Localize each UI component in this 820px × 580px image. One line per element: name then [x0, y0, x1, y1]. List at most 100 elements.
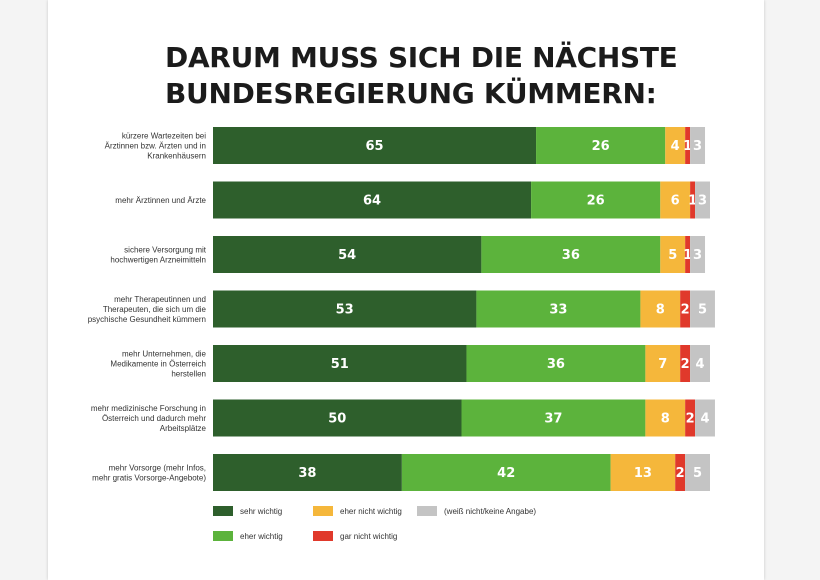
bar-segment	[466, 345, 646, 382]
bar-value-label: 13	[634, 466, 652, 481]
legend-label: eher nicht wichtig	[340, 507, 402, 516]
bar-segment	[536, 127, 666, 164]
bar-segment	[213, 290, 477, 328]
category-label: kürzere Wartezeiten bei Ärztinnen bzw. Är…	[105, 132, 207, 161]
category-label: mehr Therapeutinnen und Therapeuten, die …	[88, 295, 207, 324]
bar-segment	[213, 345, 467, 382]
bar-segment	[213, 127, 537, 164]
bar-segment	[690, 181, 696, 219]
category-label-line: Ärztinnen bzw. Ärzten und in	[105, 142, 206, 151]
bar-value-label: 36	[547, 357, 565, 372]
category-label-line: Therapeuten, die sich um die	[103, 305, 207, 314]
bar-segment	[640, 290, 681, 328]
bar-value-label: 4	[671, 139, 680, 154]
bar-segment	[685, 236, 691, 273]
legend-label: gar nicht wichtig	[340, 532, 397, 541]
bar-value-label: 53	[336, 303, 354, 318]
bar-row: 51 36 7 2 4	[213, 345, 710, 382]
bar-row: 38 42 13 2 5	[213, 454, 710, 491]
category-label-line: mehr medizinische Forschung in	[91, 404, 206, 413]
bar-row: 53 33 8 2 5	[213, 290, 715, 328]
bar-value-label: 37	[544, 412, 562, 427]
bar-value-label: 6	[671, 194, 680, 209]
bar-value-label: 2	[676, 466, 685, 481]
bar-segment	[645, 399, 686, 437]
bar-value-label: 54	[338, 248, 356, 263]
legend-swatch	[213, 506, 233, 516]
bar-value-label: 5	[693, 466, 702, 481]
category-label: mehr medizinische Forschung in Österreich…	[91, 404, 207, 433]
bar-value-label: 5	[668, 248, 677, 263]
bar-value-label: 4	[701, 412, 710, 427]
bar-value-label: 2	[686, 412, 695, 427]
category-label-line: Krankenhäusern	[147, 152, 206, 161]
bar-value-label: 38	[298, 466, 316, 481]
bar-segment	[401, 454, 611, 491]
bar-segment	[690, 236, 706, 273]
bar-segment	[213, 454, 402, 491]
bar-value-label: 64	[363, 194, 381, 209]
legend-item: (weiß nicht/keine Angabe)	[417, 506, 536, 516]
bar-value-label: 2	[681, 303, 690, 318]
bar-value-label: 3	[693, 139, 702, 154]
category-label: mehr Ärztinnen und Ärzte	[115, 196, 206, 205]
legend-swatch	[313, 531, 333, 541]
bar-row: 50 37 8 2 4	[213, 399, 715, 437]
category-label-line: psychische Gesundheit kümmern	[88, 315, 206, 324]
bar-segment	[675, 454, 686, 491]
bar-value-label: 65	[365, 139, 383, 154]
category-label: mehr Unternehmen, die Medikamente in Öste…	[110, 350, 206, 379]
chart-title-line-1: DARUM MUSS SICH DIE NÄCHSTE	[165, 41, 678, 74]
bar-segment	[685, 127, 691, 164]
bar-segment	[481, 236, 661, 273]
bar-value-label: 1	[683, 139, 692, 154]
bar-segment	[610, 454, 676, 491]
bar-value-label: 1	[683, 248, 692, 263]
legend-item: sehr wichtig	[213, 506, 282, 516]
bar-segment	[213, 236, 482, 273]
bar-segment	[213, 399, 462, 437]
bar-segment	[695, 181, 710, 219]
legend-label: (weiß nicht/keine Angabe)	[444, 507, 536, 516]
bar-value-label: 36	[562, 248, 580, 263]
bar-segment	[665, 127, 686, 164]
category-label-line: Österreich und dadurch mehr	[102, 414, 206, 423]
legend-swatch	[417, 506, 437, 516]
category-label-line: mehr Ärztinnen und Ärzte	[115, 196, 206, 205]
bar-segment	[531, 181, 661, 219]
bar-value-label: 3	[693, 248, 702, 263]
legend: sehr wichtig eher nicht wichtig (weiß nich…	[213, 506, 536, 541]
legend-swatch	[313, 506, 333, 516]
bar-segment	[213, 181, 532, 219]
bar-value-label: 50	[328, 412, 346, 427]
bar-segment	[690, 127, 706, 164]
bar-segment	[660, 181, 691, 219]
bar-segment	[690, 345, 710, 382]
bar-value-label: 7	[658, 357, 667, 372]
bar-value-label: 33	[549, 303, 567, 318]
category-label-line: Arbeitsplätze	[160, 424, 207, 433]
bar-segment	[461, 399, 646, 437]
category-label: mehr Vorsorge (mehr Infos, mehr gratis Vo…	[92, 464, 206, 483]
category-label: sichere Versorgung mit hochwertigen Arzne…	[110, 246, 206, 265]
bar-value-label: 42	[497, 466, 515, 481]
category-label-line: sichere Versorgung mit	[124, 246, 207, 255]
bar-row: 64 26 6 1 3	[213, 181, 710, 219]
bar-value-label: 8	[656, 303, 665, 318]
bar-segment	[685, 399, 696, 437]
category-labels: kürzere Wartezeiten bei Ärztinnen bzw. Är…	[88, 132, 207, 483]
bar-area: 65 26 4 1 364 26 6 1 354 36 5 1 353 33 8 2 551 36 7 2 450 37 8…	[213, 127, 715, 491]
bar-value-label: 51	[331, 357, 349, 372]
legend-label: eher wichtig	[240, 532, 283, 541]
legend-item: eher nicht wichtig	[313, 506, 402, 516]
category-label-line: hochwertigen Arzneimitteln	[110, 256, 206, 265]
bar-value-label: 26	[587, 194, 605, 209]
bar-value-label: 1	[688, 194, 697, 209]
category-label-line: herstellen	[171, 370, 206, 379]
bar-row: 54 36 5 1 3	[213, 236, 706, 273]
bar-segment	[660, 236, 686, 273]
legend-item: eher wichtig	[213, 531, 283, 541]
bar-segment	[685, 454, 710, 491]
bar-value-label: 3	[698, 194, 707, 209]
